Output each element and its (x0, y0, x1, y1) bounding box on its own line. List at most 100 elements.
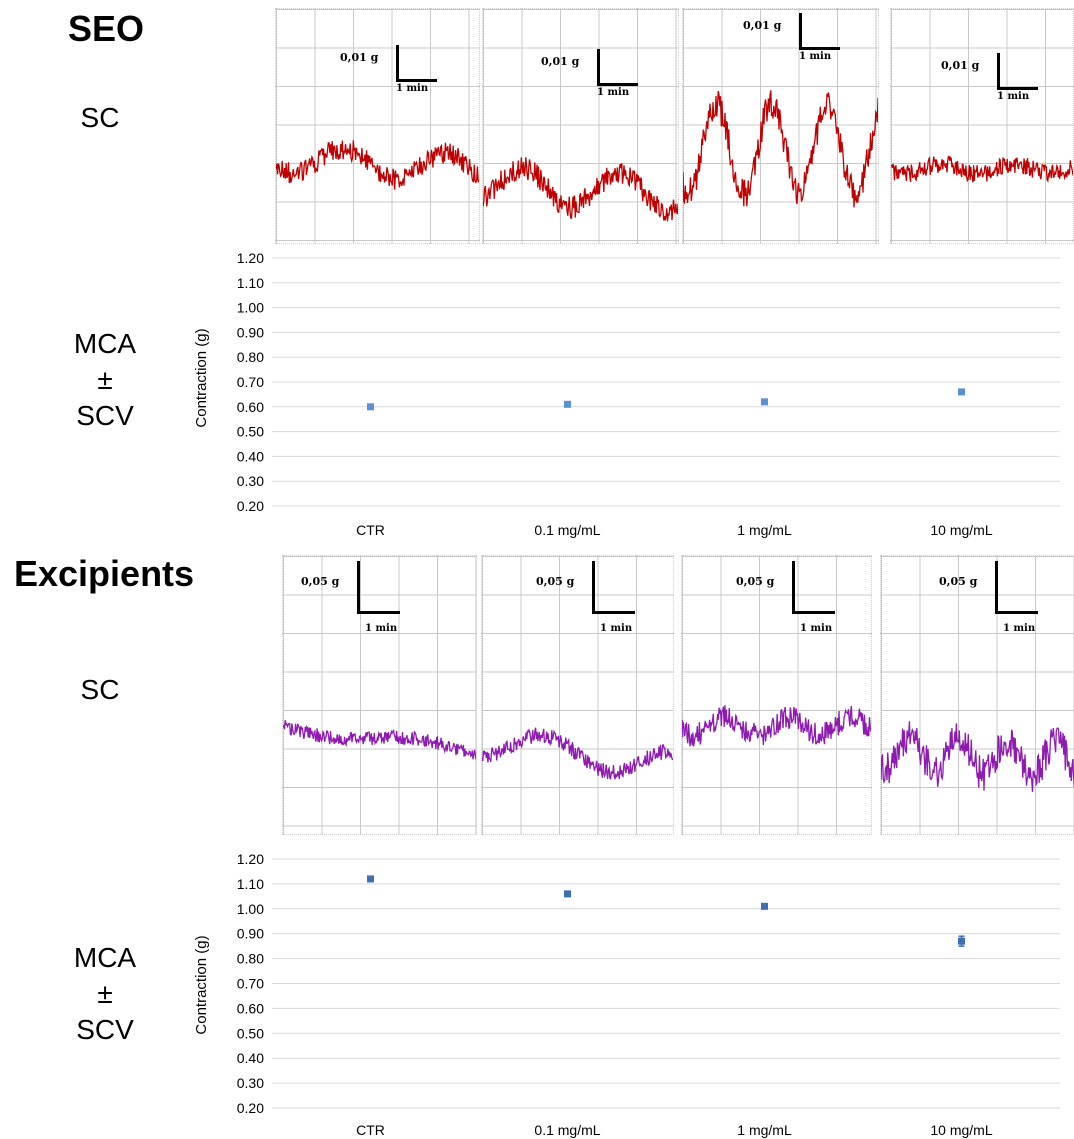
scale-amplitude-label: 0,05 g (301, 575, 340, 588)
scale-time-label: 1 min (800, 623, 833, 634)
x-category-label: 10 mg/mL (930, 1122, 992, 1138)
trace-line (483, 157, 678, 222)
data-point (761, 398, 768, 406)
trace-panel: 0,05 g 1 min (282, 555, 477, 835)
y-tick-label: 0.30 (237, 473, 264, 489)
y-tick-label: 0.20 (237, 498, 264, 514)
y-tick-label: 1.00 (237, 300, 264, 316)
data-point (958, 388, 965, 396)
trace-panel: 0,05 g 1 min (880, 555, 1074, 835)
y-tick-label: 0.70 (237, 976, 264, 992)
trace-panel: 0,01 g 1 min (275, 8, 480, 244)
scale-amplitude-label: 0,01 g (941, 59, 980, 72)
row-label-sc-seo: SC (80, 102, 120, 133)
scale-bar (799, 13, 840, 50)
trace-line (682, 705, 871, 747)
y-tick-label: 1.00 (237, 901, 264, 917)
x-category-label: CTR (356, 522, 385, 538)
row-label-line: MCA (73, 328, 137, 359)
x-category-label: 10 mg/mL (930, 522, 992, 538)
y-tick-label: 0.40 (237, 1050, 264, 1066)
trace-panel: 0,01 g 1 min (682, 8, 879, 244)
y-tick-label: 0.50 (237, 424, 264, 440)
y-tick-label: 0.60 (237, 1000, 264, 1016)
scale-time-label: 1 min (1003, 623, 1036, 634)
excipients-contraction-chart: 1.20 1.10 1.00 0.90 0.80 0.70 0.60 0.50 0.40 0.30… (193, 851, 1060, 1138)
trace-line (283, 720, 476, 760)
scale-bar (396, 45, 437, 82)
scale-amplitude-label: 0,01 g (743, 19, 782, 32)
y-axis-label: Contraction (g) (193, 935, 210, 1034)
row-label-line: SCV (76, 1014, 134, 1045)
data-point (367, 875, 374, 883)
trace-panel: 0,01 g 1 min (482, 8, 679, 244)
y-tick-label: 0.90 (237, 926, 264, 942)
scale-amplitude-label: 0,05 g (939, 575, 978, 588)
scale-bar (997, 53, 1038, 90)
y-axis-label: Contraction (g) (193, 328, 210, 427)
data-point (958, 937, 965, 945)
y-tick-label: 0.60 (237, 399, 264, 415)
data-point (761, 902, 768, 910)
scale-time-label: 1 min (365, 623, 398, 634)
contraction-trace (283, 720, 476, 760)
trace-line (276, 140, 479, 190)
data-point (564, 400, 571, 408)
y-tick-label: 1.10 (237, 876, 264, 892)
y-tick-label: 0.50 (237, 1025, 264, 1041)
x-category-label: 0.1 mg/mL (534, 522, 600, 538)
y-tick-label: 0.70 (237, 374, 264, 390)
scale-time-label: 1 min (396, 83, 429, 94)
contraction-trace (891, 155, 1073, 183)
row-label-line: MCA (73, 942, 137, 973)
scale-amplitude-label: 0,01 g (340, 51, 379, 64)
y-tick-label: 0.30 (237, 1075, 264, 1091)
seo-contraction-chart: 1.20 1.10 1.00 0.90 0.80 0.70 0.60 0.50 0.40 0.30… (193, 250, 1060, 538)
scale-amplitude-label: 0,05 g (736, 575, 775, 588)
scale-amplitude-label: 0,01 g (541, 55, 580, 68)
trace-line (683, 90, 878, 208)
contraction-trace (683, 90, 878, 208)
data-point (367, 403, 374, 411)
contraction-trace (276, 140, 479, 190)
row-label-line: ± (97, 364, 113, 395)
y-tick-label: 0.80 (237, 349, 264, 365)
scale-time-label: 1 min (597, 87, 630, 98)
scale-amplitude-label: 0,05 g (536, 575, 575, 588)
x-category-label: 0.1 mg/mL (534, 1122, 600, 1138)
scale-bar (357, 561, 400, 614)
y-tick-label: 0.20 (237, 1100, 264, 1116)
trace-panel: 0,05 g 1 min (681, 555, 872, 835)
trace-line (881, 721, 1074, 792)
contraction-trace (483, 157, 678, 222)
x-category-label: 1 mg/mL (737, 1122, 792, 1138)
data-point (564, 890, 571, 898)
trace-panel: 0,01 g 1 min (890, 8, 1074, 244)
contraction-trace (482, 727, 673, 780)
scale-bar (792, 561, 835, 614)
section-title-excipients: Excipients (14, 553, 195, 594)
contraction-trace (881, 721, 1074, 792)
scale-bar (592, 561, 635, 614)
scale-bar (995, 561, 1038, 614)
x-category-label: CTR (356, 1122, 385, 1138)
row-label-sc-excipients: SC (80, 674, 120, 705)
x-category-label: 1 mg/mL (737, 522, 792, 538)
scale-time-label: 1 min (799, 51, 832, 62)
contraction-trace (682, 705, 871, 747)
row-label-mca-scv-seo: MCA ± SCV (50, 326, 160, 434)
row-label-line: SCV (76, 400, 134, 431)
scale-time-label: 1 min (600, 623, 633, 634)
section-title-seo: SEO (68, 8, 145, 49)
y-tick-label: 0.80 (237, 951, 264, 967)
y-tick-label: 0.90 (237, 324, 264, 340)
trace-panel: 0,05 g 1 min (481, 555, 674, 835)
row-label-mca-scv-excipients: MCA ± SCV (50, 940, 160, 1048)
y-tick-label: 1.20 (237, 250, 264, 266)
y-tick-label: 1.20 (237, 851, 264, 867)
scale-bar (597, 49, 638, 86)
row-label-line: ± (97, 978, 113, 1009)
y-tick-label: 1.10 (237, 275, 264, 291)
y-tick-label: 0.40 (237, 448, 264, 464)
scale-time-label: 1 min (997, 91, 1030, 102)
